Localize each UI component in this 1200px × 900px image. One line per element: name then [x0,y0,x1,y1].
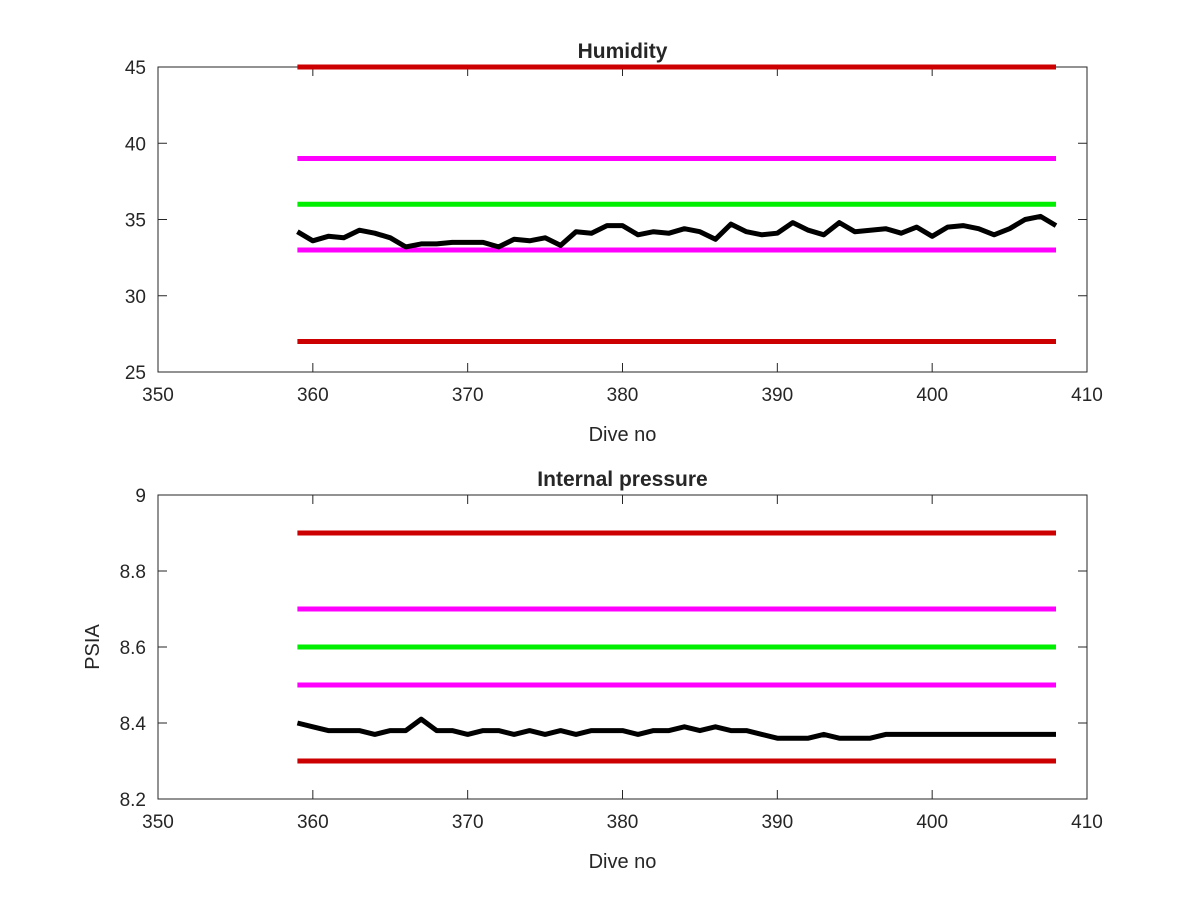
y-axis-label: PSIA [82,624,104,670]
chart-1: 350 360 370 380 390 400 410 25 30 35 40 45 Humidity D… [125,40,1103,446]
axes-box [157,66,1088,373]
x-tick-label: 370 [452,812,484,833]
x-axis-label: Dive no [589,851,657,873]
x-tick-label: 350 [142,812,174,833]
x-tick-label: 360 [297,385,329,406]
x-tick-label: 410 [1071,812,1103,833]
chart-title: Internal pressure [537,468,707,491]
x-tick-label: 400 [916,812,948,833]
x-tick-label: 360 [297,812,329,833]
y-tick-label: 45 [125,58,146,79]
chart-2: 350 360 370 380 390 400 410 8.2 8.4 8.6 8.8 9 Intern… [82,468,1103,873]
x-tick-label: 390 [761,812,793,833]
y-tick-label: 30 [125,287,146,308]
x-tick-label: 380 [607,385,639,406]
x-tick-label: 410 [1071,385,1103,406]
x-tick-label: 390 [761,385,793,406]
x-tick-label: 400 [916,385,948,406]
y-tick-label: 8.8 [120,562,146,583]
x-tick-label: 350 [142,385,174,406]
y-tick-label: 8.6 [120,638,146,659]
chart-title: Humidity [578,40,668,63]
series-line-6 [296,716,1056,741]
x-tick-label: 370 [452,385,484,406]
y-tick-label: 8.4 [120,714,147,735]
y-tick-label: 9 [135,486,146,507]
y-tick-label: 8.2 [120,790,146,811]
y-tick-label: 40 [125,134,146,155]
y-tick-label: 25 [125,363,146,384]
x-tick-label: 380 [607,812,639,833]
series-line-6 [296,213,1058,250]
y-tick-label: 35 [125,211,146,232]
x-axis-label: Dive no [589,424,657,446]
